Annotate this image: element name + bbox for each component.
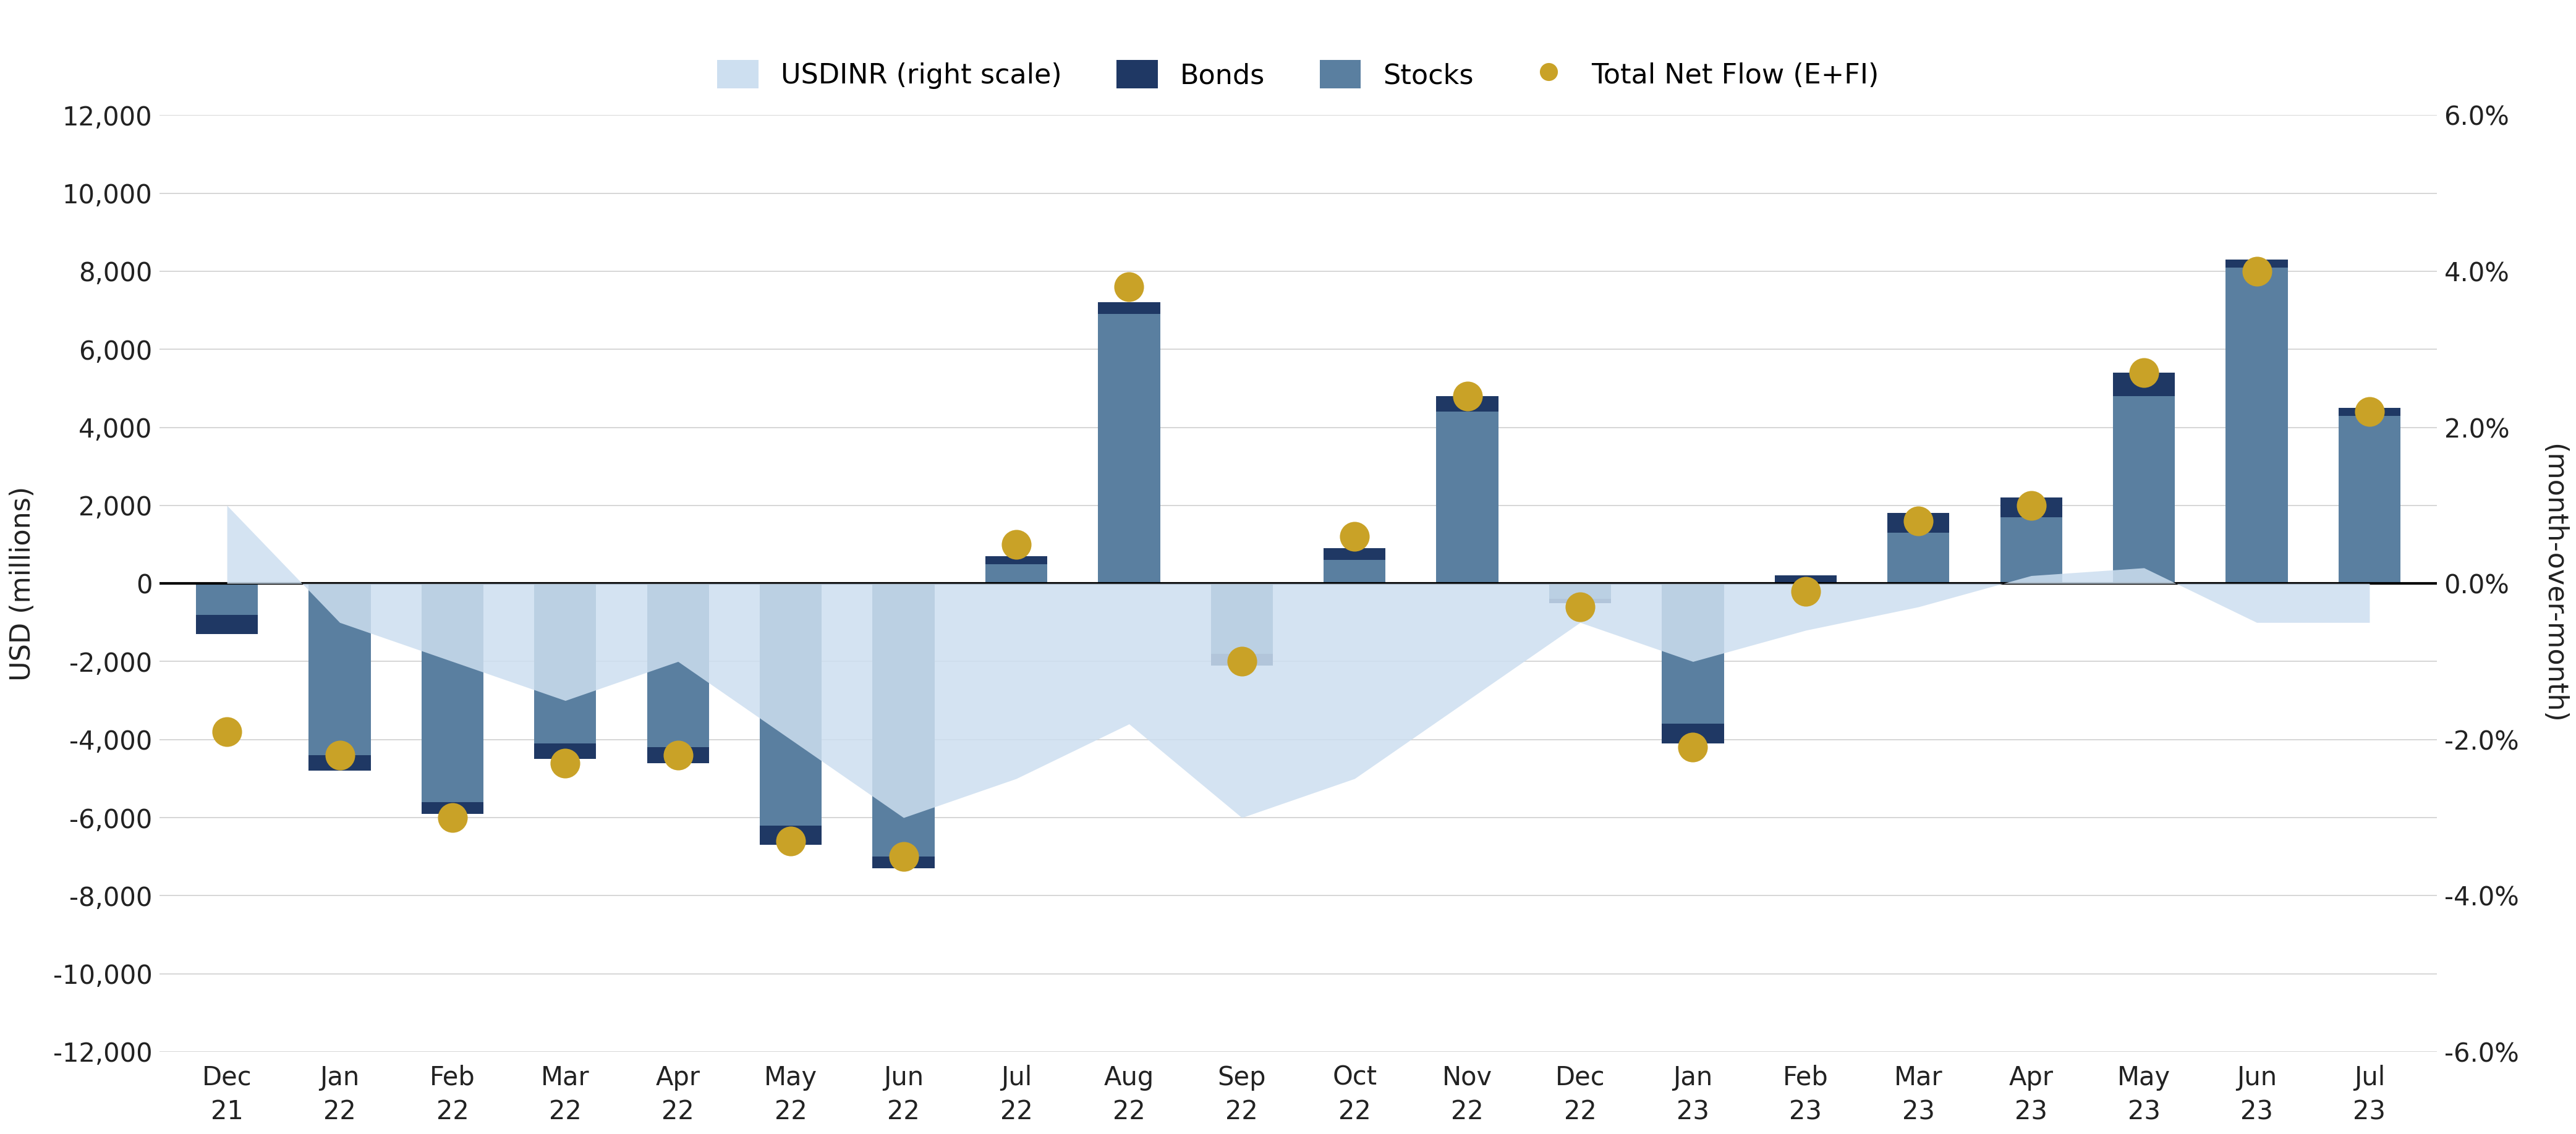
Bar (196, 615, 258, 634)
Bar (873, 856, 935, 869)
Point (1785, 582, 1826, 600)
Bar (1999, 498, 2063, 584)
Bar (2339, 408, 2401, 416)
Bar (1662, 723, 1723, 744)
Bar (533, 744, 595, 759)
Bar (1437, 396, 1499, 412)
Point (1899, 511, 1940, 530)
Bar (2226, 268, 2287, 584)
Bar (647, 747, 708, 763)
Bar (760, 584, 822, 826)
Bar (1437, 396, 1499, 584)
Bar (1888, 514, 1950, 584)
Bar (422, 584, 484, 802)
Point (433, 809, 474, 827)
Bar (1662, 584, 1723, 744)
Point (997, 535, 1038, 553)
Bar (2112, 373, 2174, 396)
Bar (309, 584, 371, 771)
Bar (1548, 584, 1610, 599)
Point (657, 746, 698, 764)
Bar (1888, 514, 1950, 533)
Point (1448, 387, 1489, 405)
Point (1334, 527, 1376, 545)
Bar (1211, 584, 1273, 653)
Point (2236, 262, 2277, 280)
Bar (1097, 303, 1159, 584)
Bar (760, 826, 822, 845)
Bar (984, 556, 1048, 564)
Bar (1999, 498, 2063, 517)
Bar (422, 802, 484, 814)
Bar (873, 584, 935, 856)
Bar (984, 556, 1048, 584)
Y-axis label: USD (millions): USD (millions) (10, 486, 36, 680)
Point (1221, 652, 1262, 670)
Point (1672, 738, 1713, 756)
Bar (2112, 373, 2174, 584)
Point (770, 832, 811, 850)
Bar (647, 584, 708, 747)
Point (1108, 278, 1149, 296)
Bar (1548, 599, 1610, 603)
Point (884, 847, 925, 865)
Bar (1324, 549, 1386, 560)
Bar (1324, 549, 1386, 584)
Bar (533, 584, 595, 744)
Bar (1775, 576, 1837, 584)
Legend: USDINR (right scale), Bonds, Stocks, Total Net Flow (E+FI): USDINR (right scale), Bonds, Stocks, Tot… (706, 49, 1891, 100)
Point (2123, 364, 2164, 382)
Point (544, 754, 585, 772)
Point (319, 746, 361, 764)
Bar (2226, 260, 2287, 268)
Point (2349, 403, 2391, 421)
Point (206, 722, 247, 741)
Bar (1211, 653, 1273, 666)
Bar (2339, 408, 2401, 584)
Point (1558, 598, 1600, 616)
Bar (196, 584, 258, 615)
Bar (1775, 576, 1837, 584)
Y-axis label: (month-over-month): (month-over-month) (2540, 443, 2566, 723)
Point (2012, 497, 2053, 515)
Bar (1097, 303, 1159, 314)
Bar (309, 755, 371, 771)
